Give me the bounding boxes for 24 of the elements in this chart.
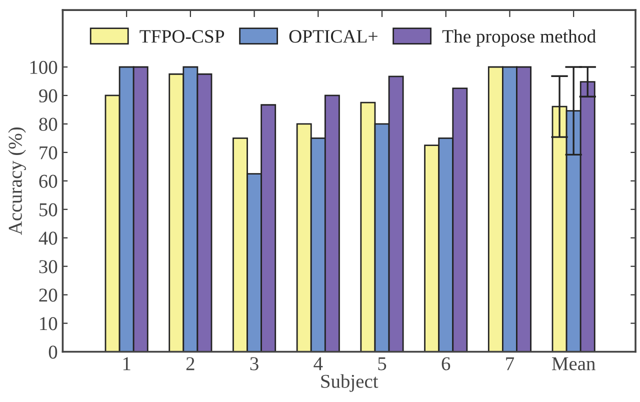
- y-tick-label: 80: [39, 118, 58, 131]
- y-tick-label: 0: [48, 346, 58, 359]
- y-tick-label: 10: [40, 317, 58, 330]
- y-tick-label: 20: [39, 288, 58, 302]
- y-axis-title: Accuracy (%): [8, 128, 26, 235]
- y-tick-label: 100: [30, 60, 58, 74]
- y-tick-label: 90: [39, 89, 58, 102]
- legend-label: The propose method: [442, 30, 596, 47]
- legend-label: TFPO-CSP: [140, 30, 224, 43]
- y-tick-label: 30: [39, 260, 58, 274]
- x-tick-label: 1: [123, 357, 130, 370]
- x-tick-label: 4: [314, 357, 323, 370]
- x-tick-label: 2: [186, 357, 194, 370]
- x-tick-label: 3: [250, 357, 258, 370]
- x-tick-label: Mean: [552, 357, 596, 370]
- x-tick-label: 6: [442, 357, 450, 370]
- x-tick-label: 5: [378, 357, 386, 370]
- y-tick-label: 50: [40, 203, 58, 216]
- y-tick-label: 60: [39, 174, 58, 188]
- y-tick-label: 40: [38, 232, 58, 245]
- x-axis-title: Subject: [321, 374, 378, 392]
- legend-label: OPTICAL+: [289, 30, 378, 43]
- y-tick-label: 70: [40, 146, 58, 160]
- x-tick-label: 7: [506, 357, 514, 370]
